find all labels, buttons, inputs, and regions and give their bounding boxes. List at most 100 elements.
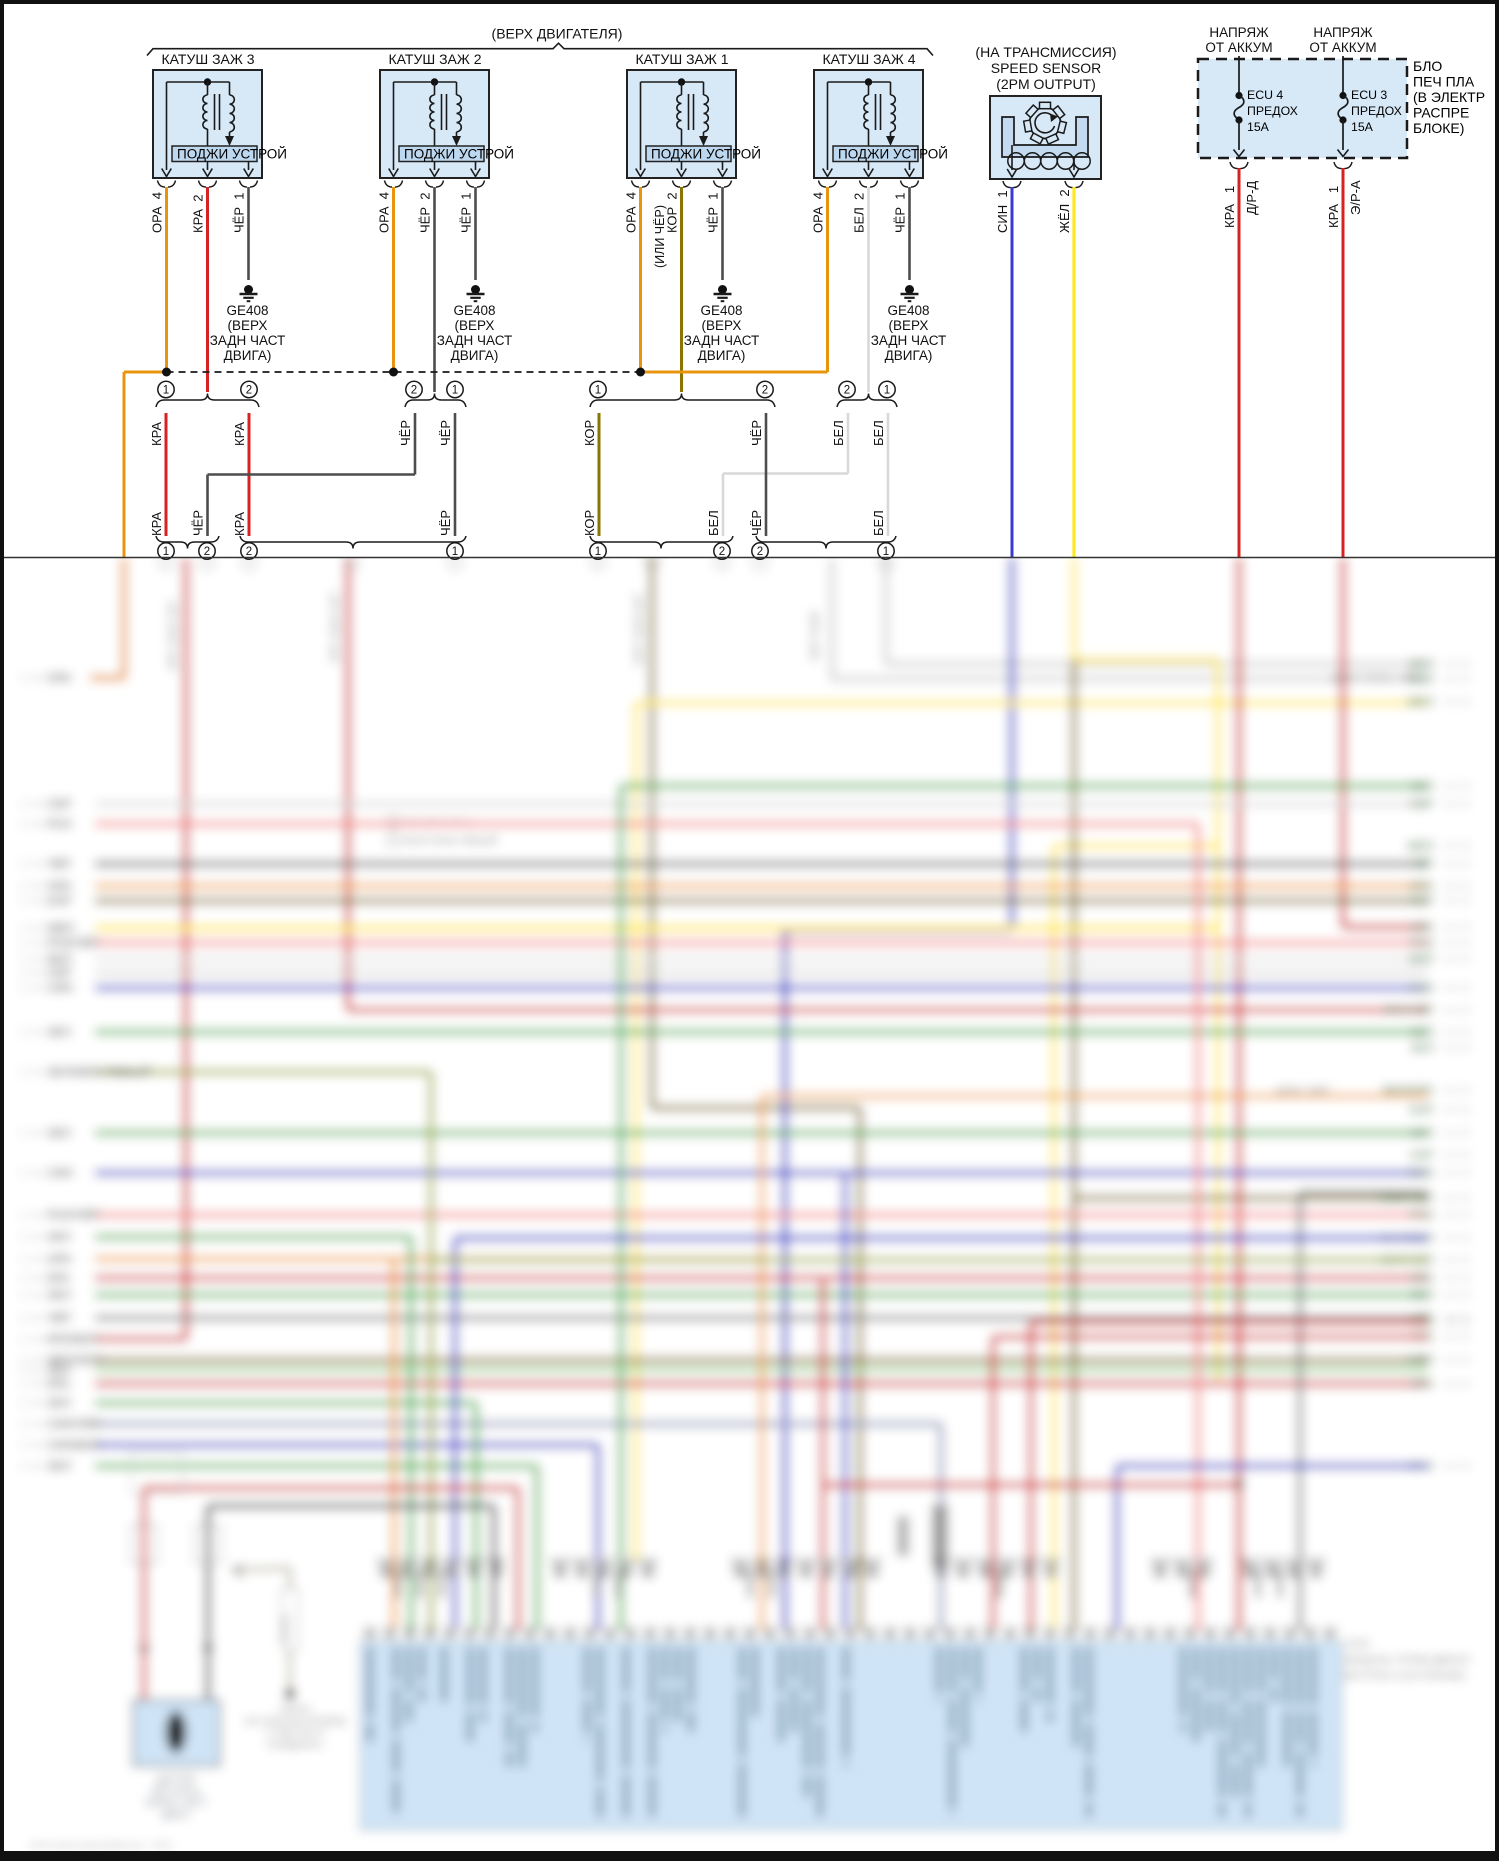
- svg-text:ЖЁЛ: ЖЁЛ: [1406, 694, 1434, 709]
- svg-text:Э/Р-А: Э/Р-А: [1348, 180, 1363, 215]
- svg-text:1: 1: [20, 1210, 25, 1220]
- svg-text:1: 1: [20, 881, 25, 891]
- svg-text:СИН/БЕЛ: СИН/БЕЛ: [47, 1438, 101, 1452]
- svg-text:ЧЁР: ЧЁР: [438, 420, 453, 446]
- svg-text:ОТ АККУМ: ОТ АККУМ: [1205, 40, 1272, 55]
- svg-text:15А: 15А: [1247, 120, 1270, 134]
- svg-text:8: 8: [1463, 1461, 1468, 1471]
- svg-text:БЕЛ: БЕЛ: [1409, 657, 1434, 671]
- svg-text:1: 1: [20, 1273, 25, 1283]
- svg-text:8: 8: [1463, 1085, 1468, 1095]
- svg-text:1: 1: [163, 546, 169, 558]
- svg-text:8: 8: [1463, 954, 1468, 964]
- svg-text:ЗЕЛ: ЗЕЛ: [47, 1025, 71, 1039]
- svg-text:КРА: КРА: [1411, 1271, 1434, 1285]
- svg-text:ECU 3: ECU 3: [1351, 88, 1387, 102]
- svg-text:ОРА: ОРА: [47, 671, 72, 685]
- svg-text:БЕЛ: БЕЛ: [1409, 952, 1434, 966]
- svg-text:ЧЁР: ЧЁР: [398, 420, 413, 446]
- svg-text:1: 1: [20, 1232, 25, 1242]
- svg-text:1: 1: [20, 1334, 25, 1344]
- svg-text:GE408: GE408: [226, 303, 268, 318]
- svg-text:2: 2: [719, 546, 725, 558]
- svg-text:(ВЕРХ: (ВЕРХ: [702, 318, 742, 333]
- svg-text:ЖЁЛ/ЗЕЛ: ЖЁЛ/ЗЕЛ: [46, 1352, 102, 1367]
- svg-text:8: 8: [1463, 896, 1468, 906]
- svg-text:8: 8: [1463, 799, 1468, 809]
- svg-text:ЖЁЛ: ЖЁЛ: [46, 920, 74, 935]
- svg-text:(ВЕРХ: (ВЕРХ: [228, 318, 268, 333]
- svg-text:1: 1: [20, 1254, 25, 1264]
- svg-text:КОР 2: КОР 2: [665, 192, 680, 233]
- svg-text:ЗАДН ЧАСТ: ЗАДН ЧАСТ: [210, 333, 286, 348]
- svg-text:ЧЁР: ЧЁР: [749, 420, 764, 446]
- svg-text:8: 8: [1463, 1233, 1468, 1243]
- svg-text:1: 1: [884, 385, 890, 397]
- svg-text:РОЗ/ЧЁР: РОЗ/ЧЁР: [47, 1207, 100, 1222]
- svg-text:ЗЕЛ: ЗЕЛ: [1410, 1041, 1434, 1055]
- svg-text:1: 1: [883, 546, 889, 558]
- svg-text:ПОДЖИ УСТРОЙ: ПОДЖИ УСТРОЙ: [838, 147, 948, 162]
- svg-text:1: 1: [20, 1365, 25, 1375]
- svg-text:КОР: КОР: [582, 420, 597, 446]
- svg-text:ЧЁР 1: ЧЁР 1: [893, 193, 908, 233]
- svg-text:СИН: СИН: [1408, 1166, 1434, 1180]
- svg-text:ДВИГА): ДВИГА): [698, 348, 746, 363]
- svg-text:2: 2: [204, 546, 210, 558]
- svg-text:ЗЕЛ: ЗЕЛ: [1410, 1025, 1434, 1039]
- svg-text:ЖЁЛ: ЖЁЛ: [1406, 838, 1434, 853]
- svg-text:ДВИГ): ДВИГ): [161, 1810, 190, 1821]
- svg-text:КРА 2: КРА 2: [191, 195, 206, 234]
- svg-text:БЕЛ: БЕЛ: [831, 420, 846, 446]
- svg-text:(НА ОБОРУД ПРОВОД: (НА ОБОРУД ПРОВОД: [245, 1716, 346, 1727]
- svg-text:КРА: КРА: [232, 422, 247, 446]
- svg-text:(НА ТРАНСМИССИЯ): (НА ТРАНСМИССИЯ): [975, 44, 1116, 60]
- svg-text:КОР: КОР: [582, 510, 597, 536]
- svg-text:РАСПРЕ: РАСПРЕ: [1413, 105, 1469, 121]
- svg-text:2: 2: [411, 385, 417, 397]
- svg-text:1: 1: [20, 954, 25, 964]
- svg-text:ПОДЖИ УСТРОЙ: ПОДЖИ УСТРОЙ: [404, 147, 514, 162]
- svg-text:ЗАДН ЧАСТ: ЗАДН ЧАСТ: [684, 333, 760, 348]
- svg-text:GE408: GE408: [887, 303, 929, 318]
- svg-text:8: 8: [1463, 659, 1468, 669]
- svg-text:ОТ АККУМ: ОТ АККУМ: [1309, 40, 1376, 55]
- svg-text:ОРА 4: ОРА 4: [377, 192, 392, 233]
- svg-text:ОБОГ/ЗАЖ ЛЕВЫЙ: ОБОГ/ЗАЖ ЛЕВЫЙ: [402, 834, 497, 847]
- svg-text:КРА: КРА: [149, 512, 164, 536]
- svg-text:КРА ЗАЖ КАТ: КРА ЗАЖ КАТ: [329, 592, 341, 662]
- svg-text:У ГЛВН ЖГУТ: У ГЛВН ЖГУТ: [264, 1728, 325, 1739]
- svg-text:8: 8: [1463, 1255, 1468, 1265]
- svg-text:(НИЖН ЧАСТ: (НИЖН ЧАСТ: [144, 1798, 207, 1809]
- svg-text:ЗЕЛ: ЗЕЛ: [47, 1396, 71, 1410]
- svg-text:ЖЁЛ: ЖЁЛ: [1406, 1352, 1434, 1367]
- svg-text:ДВИГА): ДВИГА): [451, 348, 499, 363]
- svg-text:ECU 4: ECU 4: [1247, 88, 1283, 102]
- svg-text:1: 1: [20, 1067, 25, 1077]
- svg-text:15А: 15А: [1351, 120, 1374, 134]
- svg-text:ОРА 4: ОРА 4: [150, 192, 165, 233]
- svg-text:КАТУШ ЗАЖ 2: КАТУШ ЗАЖ 2: [389, 51, 482, 67]
- svg-text:НАПРЯЖ: НАПРЯЖ: [1313, 25, 1373, 40]
- svg-text:СИН 1: СИН 1: [995, 190, 1010, 233]
- svg-text:ОРА: ОРА: [47, 1252, 72, 1266]
- svg-text:ЖЁЛ 2: ЖЁЛ 2: [1057, 189, 1072, 233]
- svg-text:8: 8: [1463, 1043, 1468, 1053]
- svg-text:8: 8: [1463, 1105, 1468, 1115]
- svg-text:ЧЁР: ЧЁР: [47, 856, 71, 871]
- svg-text:8: 8: [1463, 1332, 1468, 1342]
- svg-text:1: 1: [20, 968, 25, 978]
- svg-text:1: 1: [20, 1290, 25, 1300]
- svg-text:КОР ЗАЖ КАТ: КОР ЗАЖ КАТ: [633, 593, 645, 665]
- svg-text:ОРА: ОРА: [1409, 879, 1434, 893]
- svg-text:8: 8: [1463, 938, 1468, 948]
- svg-text:ЗЕЛ/ОРА: ЗЕЛ/ОРА: [1382, 1083, 1435, 1097]
- svg-text:КРА: КРА: [1411, 1377, 1434, 1391]
- svg-text:8: 8: [1463, 859, 1468, 869]
- svg-text:СИН: СИН: [47, 981, 73, 995]
- svg-text:ВНУТРЕН СОСТОЯНИЕ): ВНУТРЕН СОСТОЯНИЕ): [1344, 1670, 1466, 1682]
- svg-text:1: 1: [163, 385, 169, 397]
- svg-text:СИН: СИН: [47, 1166, 73, 1180]
- svg-text:ДВИГА): ДВИГА): [224, 348, 272, 363]
- svg-text:ЗЕЛ: ЗЕЛ: [47, 1363, 71, 1377]
